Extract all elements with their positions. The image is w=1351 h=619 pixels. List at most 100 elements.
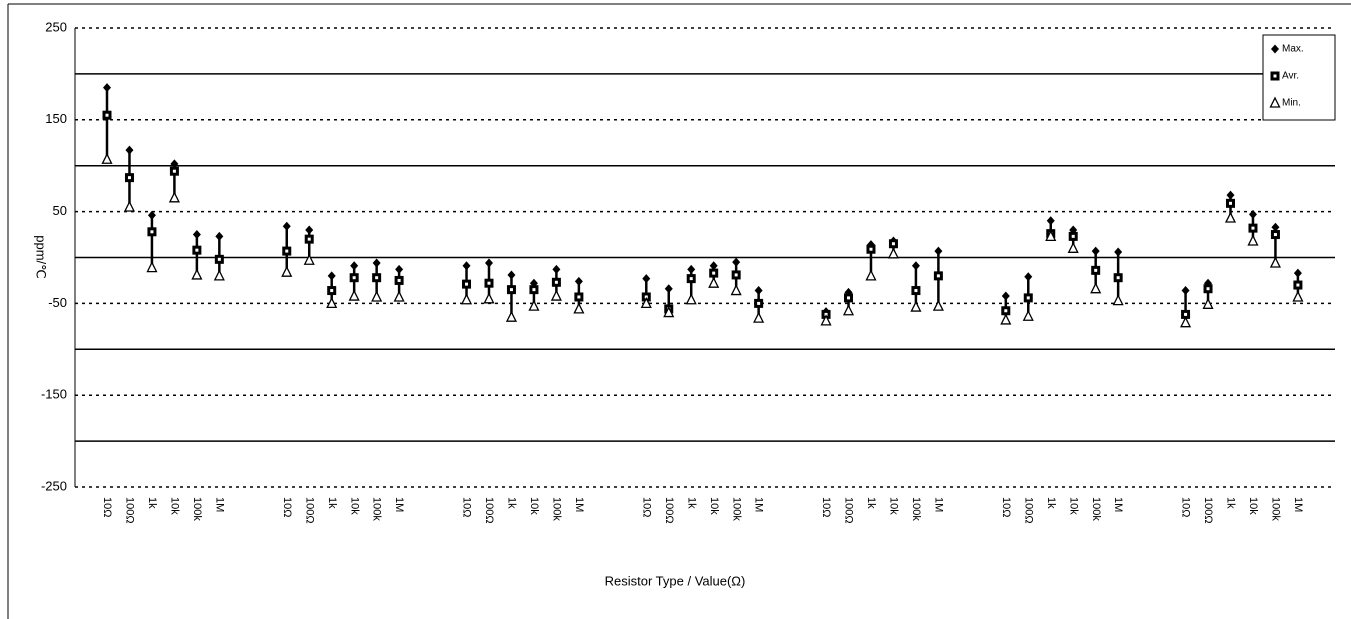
- x-tick-label: 1k: [1045, 497, 1057, 509]
- min-marker: [1269, 96, 1281, 108]
- min-marker: [685, 293, 697, 305]
- avg-marker: [124, 173, 134, 183]
- max-marker: [192, 230, 201, 240]
- min-marker: [1000, 313, 1012, 325]
- max-marker: [215, 231, 224, 241]
- min-marker: [865, 269, 877, 281]
- avg-marker-core: [1116, 276, 1120, 280]
- avg-marker-core: [307, 237, 311, 241]
- min-marker: [371, 290, 383, 302]
- min-marker: [191, 268, 203, 280]
- x-tick-label: 1M: [1112, 497, 1124, 512]
- avg-marker-core: [936, 274, 940, 278]
- x-tick-label: 100k: [550, 497, 562, 521]
- min-marker: [1045, 229, 1057, 242]
- max-marker: [1024, 272, 1033, 282]
- avg-marker: [529, 285, 539, 295]
- legend-label: Max.: [1282, 44, 1304, 55]
- avg-marker: [394, 275, 404, 285]
- x-tick-label: 10Ω: [1000, 497, 1012, 517]
- avg-marker: [1181, 309, 1191, 319]
- avg-marker: [1270, 230, 1280, 240]
- avg-marker-core: [847, 296, 851, 300]
- avg-marker-core: [465, 282, 469, 286]
- max-marker: [462, 261, 471, 271]
- min-marker: [663, 306, 675, 318]
- avg-marker: [1203, 284, 1213, 294]
- avg-marker: [1113, 273, 1123, 283]
- y-tick-label: -50: [48, 295, 67, 310]
- avg-marker: [282, 246, 292, 256]
- avg-marker-core: [1094, 268, 1098, 272]
- min-marker: [932, 299, 944, 311]
- max-marker: [1271, 222, 1280, 232]
- x-tick-label: 1M: [393, 497, 405, 512]
- x-tick-label: 10k: [888, 497, 900, 515]
- avg-marker: [372, 273, 382, 283]
- x-tick-label: 100k: [730, 497, 742, 521]
- min-marker: [550, 289, 562, 301]
- x-tick-label: 1M: [213, 497, 225, 512]
- avg-marker-core: [1206, 287, 1210, 291]
- legend-label: Min.: [1282, 98, 1301, 109]
- max-marker: [754, 286, 763, 296]
- x-tick-label: 1k: [506, 497, 518, 509]
- avg-marker: [349, 273, 359, 283]
- x-tick-label: 10k: [1067, 497, 1079, 515]
- avg-marker-core: [554, 280, 558, 284]
- x-tick-label: 10k: [528, 497, 540, 515]
- avg-marker-core: [1071, 234, 1075, 238]
- min-marker: [573, 302, 585, 314]
- avg-marker: [686, 274, 696, 284]
- avg-marker: [1226, 198, 1235, 208]
- x-tick-label: 10Ω: [820, 497, 832, 517]
- avg-marker: [1270, 71, 1280, 81]
- avg-marker: [551, 277, 561, 287]
- min-marker: [213, 269, 225, 281]
- x-tick-label: 100Ω: [483, 497, 495, 524]
- avg-marker: [754, 298, 764, 308]
- avg-marker-core: [330, 289, 334, 293]
- max-marker: [1248, 209, 1257, 219]
- avg-marker: [709, 268, 719, 278]
- x-tick-label: 10k: [169, 497, 181, 515]
- avg-marker-core: [195, 248, 199, 252]
- avg-marker-core: [1251, 226, 1255, 230]
- avg-marker-core: [375, 276, 379, 280]
- avg-marker-core: [1004, 309, 1008, 313]
- min-marker: [393, 290, 405, 302]
- avg-marker-core: [757, 301, 761, 305]
- min-marker: [1247, 234, 1259, 246]
- max-marker: [1226, 190, 1235, 200]
- max-marker: [911, 261, 920, 271]
- min-marker: [123, 200, 136, 212]
- avg-marker: [844, 293, 854, 303]
- x-tick-label: 100k: [1270, 497, 1282, 521]
- x-tick-label: 10k: [1247, 497, 1259, 515]
- avg-marker-core: [734, 273, 738, 277]
- avg-marker: [1248, 223, 1258, 233]
- avg-marker: [933, 271, 943, 281]
- max-marker: [507, 270, 516, 280]
- legend-label: Avr.: [1282, 71, 1299, 82]
- avg-marker-core: [869, 247, 873, 251]
- min-marker: [460, 293, 473, 305]
- avg-marker: [1091, 265, 1101, 275]
- avg-marker: [911, 286, 921, 296]
- min-marker: [820, 314, 832, 326]
- x-tick-label: 1k: [865, 497, 877, 509]
- max-marker: [305, 225, 314, 235]
- min-marker: [326, 296, 338, 309]
- min-marker: [1090, 282, 1102, 294]
- x-tick-label: 100Ω: [124, 497, 136, 524]
- x-tick-label: 1k: [685, 497, 697, 509]
- min-marker: [168, 191, 180, 203]
- x-tick-label: 100k: [1090, 497, 1102, 521]
- avg-marker: [169, 166, 179, 176]
- min-marker: [640, 296, 652, 309]
- x-tick-label: 100k: [371, 497, 383, 521]
- avg-marker-core: [172, 169, 176, 173]
- avg-marker-core: [577, 295, 581, 299]
- max-marker: [1001, 291, 1010, 301]
